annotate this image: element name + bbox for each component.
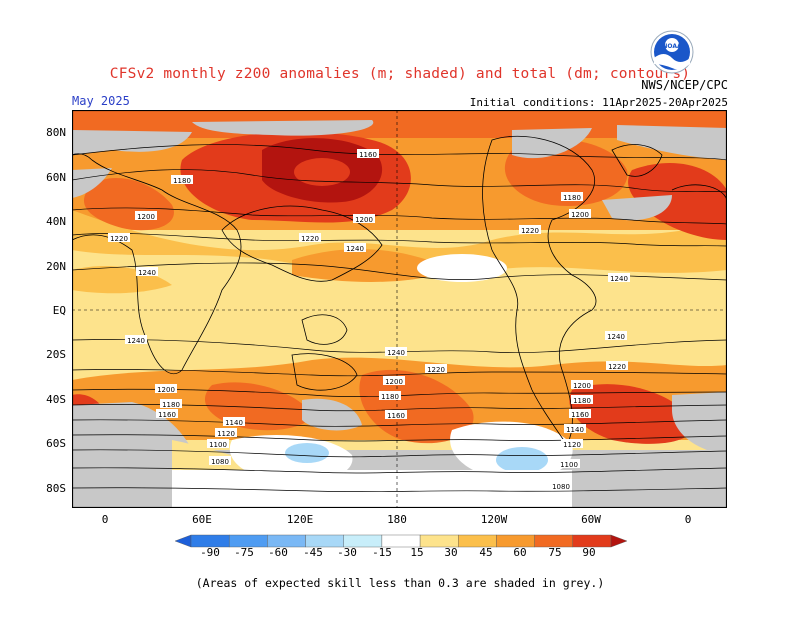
contour-label: 1200 <box>571 211 589 219</box>
lon-label: 0 <box>101 513 109 526</box>
colorbar-tick: 60 <box>513 546 527 559</box>
reference-gridlines <box>72 110 727 508</box>
skill-grey-nh3 <box>512 128 592 159</box>
contour-label: 1160 <box>359 151 377 159</box>
colorbar-tick: 90 <box>582 546 596 559</box>
colorbar-tick: -30 <box>337 546 357 559</box>
anomaly-near-zero-pacific <box>417 254 507 282</box>
anomaly-nh-lowlat <box>72 210 727 277</box>
anomaly-siberia-center <box>294 158 350 186</box>
lat-label: 20S <box>46 348 66 361</box>
contour-label: 1120 <box>563 441 581 449</box>
contour-label: 1140 <box>225 419 243 427</box>
lat-label: 40S <box>46 393 66 406</box>
contour-label: 1220 <box>521 227 539 235</box>
colorbar-tick: 30 <box>444 546 458 559</box>
colorbar-segment <box>175 534 192 548</box>
colorbar-tick: 15 <box>410 546 424 559</box>
skill-grey-nh1 <box>72 130 192 155</box>
anomaly-negative-antarctic2 <box>496 447 548 473</box>
contour-label: 1240 <box>127 337 145 345</box>
contour-label: 1220 <box>301 235 319 243</box>
contour-labels: 1160 1180 1200 1220 1240 1240 1200 1220 … <box>108 149 630 491</box>
lat-label: 20N <box>46 260 66 273</box>
skill-grey-sh1 <box>72 402 192 455</box>
colorbar-tick: -75 <box>234 546 254 559</box>
skill-grey-sh2 <box>302 398 362 431</box>
lat-label: 80N <box>46 126 66 139</box>
anomaly-sh-red-atlantic <box>569 384 694 444</box>
colorbar-tick: -60 <box>268 546 288 559</box>
lon-label: 60E <box>192 513 212 526</box>
forecast-month: May 2025 <box>72 94 130 108</box>
lon-label: 120W <box>480 513 508 526</box>
lat-label: 60S <box>46 437 66 450</box>
contour-label: 1180 <box>162 401 180 409</box>
anomaly-tropics-pacific <box>292 249 452 282</box>
contour-label: 1240 <box>607 333 625 341</box>
agency-label: NWS/NCEP/CPC <box>641 78 728 92</box>
contour-label: 1220 <box>427 366 445 374</box>
contour-label: 1220 <box>608 363 626 371</box>
anomaly-sh-red-pacific <box>359 369 474 444</box>
height-contours <box>72 144 727 493</box>
skill-grey-nh6 <box>602 195 672 221</box>
colorbar-tick: -90 <box>200 546 220 559</box>
contour-label: 1200 <box>385 378 403 386</box>
lon-label: 0 <box>684 513 692 526</box>
contour-label: 1180 <box>381 393 399 401</box>
contour-label: 1080 <box>552 483 570 491</box>
contour-label: 1240 <box>346 245 364 253</box>
contour-label: 1160 <box>158 411 176 419</box>
contour-label: 1160 <box>571 411 589 419</box>
colorbar-tick: 45 <box>479 546 493 559</box>
lon-label: 180 <box>387 513 407 526</box>
contour-label: 1200 <box>355 216 373 224</box>
svg-text:NOAA: NOAA <box>662 43 682 50</box>
colorbar-tick: -15 <box>372 546 392 559</box>
contour-label: 1200 <box>157 386 175 394</box>
skill-footnote: (Areas of expected skill less than 0.3 a… <box>195 576 605 590</box>
contour-label: 1100 <box>560 461 578 469</box>
contour-label: 1180 <box>563 194 581 202</box>
lon-label: 120E <box>286 513 314 526</box>
contour-label: 1120 <box>217 430 235 438</box>
lat-label: 60N <box>46 171 66 184</box>
initial-conditions: Initial conditions: 11Apr2025-20Apr2025 <box>469 96 728 109</box>
anomaly-map: 1160 1180 1200 1220 1240 1240 1200 1220 … <box>72 110 727 508</box>
contour-label: 1080 <box>211 458 229 466</box>
contour-label: 1220 <box>110 235 128 243</box>
anomaly-atlantic-red <box>628 162 727 240</box>
skill-grey-sh3 <box>672 392 727 455</box>
colorbar-segment <box>610 534 627 548</box>
contour-label: 1240 <box>138 269 156 277</box>
colorbar-tick: -45 <box>303 546 323 559</box>
contour-label: 1240 <box>610 275 628 283</box>
chart-title: CFSv2 monthly z200 anomalies (m; shaded)… <box>109 66 691 82</box>
lon-label: 60W <box>581 513 601 526</box>
colorbar-tick: 75 <box>548 546 562 559</box>
map-frame <box>72 110 727 508</box>
contour-label: 1160 <box>387 412 405 420</box>
contour-label: 1200 <box>137 213 155 221</box>
contour-label: 1200 <box>573 382 591 390</box>
colorbar <box>175 534 627 548</box>
lat-label: 80S <box>46 482 66 495</box>
contour-label: 1100 <box>209 441 227 449</box>
contour-label: 1180 <box>173 177 191 185</box>
skill-grey-nh4 <box>617 125 727 160</box>
contour-label: 1140 <box>566 426 584 434</box>
lat-label: 40N <box>46 215 66 228</box>
skill-grey-nh2 <box>192 120 374 136</box>
lat-label: EQ <box>52 304 66 317</box>
contour-label: 1180 <box>573 397 591 405</box>
noaa-logo: NOAA <box>650 30 694 74</box>
anomaly-negative-antarctic1 <box>285 443 329 463</box>
contour-label: 1240 <box>387 349 405 357</box>
